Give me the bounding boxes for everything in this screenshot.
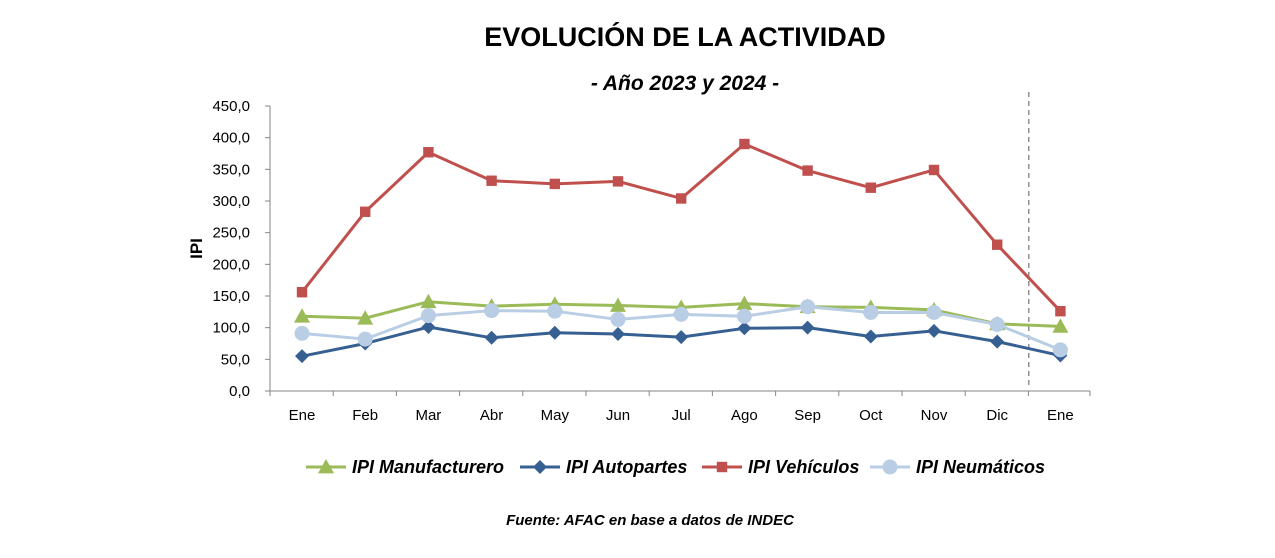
y-tick-label: 350,0	[212, 161, 250, 178]
legend-marker	[882, 459, 898, 475]
data-point-ipi-vehiculos	[802, 165, 813, 176]
chart-subtitle: - Año 2023 y 2024 -	[590, 72, 780, 95]
y-tick-label: 200,0	[212, 256, 250, 273]
data-point-ipi-autopartes	[295, 349, 309, 364]
data-point-ipi-manufacturero	[357, 310, 374, 325]
data-point-ipi-vehiculos	[549, 178, 560, 190]
x-tick-label: Ene	[1047, 407, 1074, 424]
source-note: Fuente: AFAC en base a datos de INDEC	[506, 512, 794, 529]
y-tick-label: 150,0	[212, 288, 250, 305]
y-tick-label: 100,0	[212, 320, 250, 337]
data-point-ipi-neumaticos	[484, 303, 500, 319]
x-tick-label: Jun	[606, 407, 630, 424]
data-point-ipi-vehiculos	[928, 164, 940, 176]
data-point-ipi-vehiculos	[992, 239, 1003, 250]
data-point-ipi-neumaticos	[547, 303, 563, 319]
data-point-ipi-vehiculos	[486, 175, 497, 186]
legend-label: IPI Autopartes	[566, 457, 687, 477]
y-axis-label: IPI	[187, 238, 206, 259]
data-point-ipi-neumaticos	[863, 304, 879, 320]
data-point-ipi-manufacturero	[420, 293, 437, 309]
y-tick-label: 450,0	[212, 98, 250, 115]
x-tick-label: May	[541, 407, 570, 424]
data-point-ipi-autopartes	[863, 329, 878, 344]
legend-marker	[533, 460, 547, 474]
chart-title: EVOLUCIÓN DE LA ACTIVIDAD	[484, 22, 886, 52]
data-point-ipi-autopartes	[547, 325, 562, 340]
legend-label: IPI Neumáticos	[916, 457, 1045, 477]
x-tick-label: Abr	[480, 407, 503, 424]
data-point-ipi-vehiculos	[612, 176, 624, 187]
data-point-ipi-neumaticos	[926, 304, 942, 320]
legend-label: IPI Manufacturero	[352, 457, 504, 477]
data-point-ipi-autopartes	[611, 327, 625, 341]
legend-label: IPI Vehículos	[748, 457, 859, 477]
y-tick-label: 300,0	[212, 193, 250, 210]
data-point-ipi-vehiculos	[676, 193, 687, 204]
y-tick-label: 50,0	[221, 351, 250, 368]
data-point-ipi-neumaticos	[294, 325, 310, 341]
x-tick-label: Ene	[289, 407, 316, 424]
x-tick-label: Feb	[352, 407, 378, 424]
x-tick-label: Nov	[921, 407, 948, 424]
data-point-ipi-autopartes	[927, 323, 941, 338]
data-point-ipi-autopartes	[674, 330, 689, 345]
series-line-ipi-vehiculos	[300, 142, 1062, 313]
legend-marker	[716, 461, 728, 473]
data-point-ipi-autopartes	[484, 330, 499, 345]
data-point-ipi-autopartes	[800, 320, 815, 335]
data-point-ipi-neumaticos	[673, 306, 689, 322]
data-point-ipi-vehiculos	[865, 182, 876, 193]
legend-marker	[318, 459, 334, 474]
data-point-ipi-neumaticos	[800, 299, 816, 315]
x-tick-label: Mar	[415, 407, 441, 424]
y-tick-label: 400,0	[212, 130, 250, 147]
x-tick-label: Ago	[731, 407, 758, 424]
data-point-ipi-vehiculos	[423, 147, 434, 158]
data-point-ipi-vehiculos	[360, 206, 371, 217]
data-point-ipi-autopartes	[990, 334, 1005, 349]
data-point-ipi-manufacturero	[736, 295, 753, 310]
data-point-ipi-neumaticos	[420, 308, 436, 324]
data-point-ipi-manufacturero	[294, 308, 310, 323]
data-point-ipi-manufacturero	[1052, 318, 1069, 333]
data-point-ipi-neumaticos	[610, 311, 626, 327]
line-chart: 0,0 50,0 100,0 150,0 200,0 250,0 300,0 350,0 400…	[187, 92, 1091, 477]
data-point-ipi-autopartes	[421, 320, 436, 335]
data-point-ipi-autopartes	[737, 321, 752, 336]
x-tick-label: Sep	[794, 407, 821, 424]
data-point-ipi-vehiculos	[739, 138, 750, 150]
data-point-ipi-vehiculos	[1055, 306, 1066, 317]
y-tick-label: 250,0	[212, 225, 250, 242]
data-point-ipi-neumaticos	[1052, 342, 1068, 358]
y-tick-label: 0,0	[229, 383, 250, 400]
x-tick-label: Jul	[672, 407, 691, 424]
data-point-ipi-neumaticos	[989, 317, 1005, 332]
data-point-ipi-neumaticos	[357, 331, 373, 347]
data-point-ipi-neumaticos	[736, 308, 752, 324]
x-tick-label: Dic	[986, 407, 1008, 424]
data-point-ipi-manufacturero	[610, 297, 626, 312]
x-tick-label: Oct	[859, 407, 883, 424]
data-point-ipi-vehiculos	[296, 287, 308, 298]
